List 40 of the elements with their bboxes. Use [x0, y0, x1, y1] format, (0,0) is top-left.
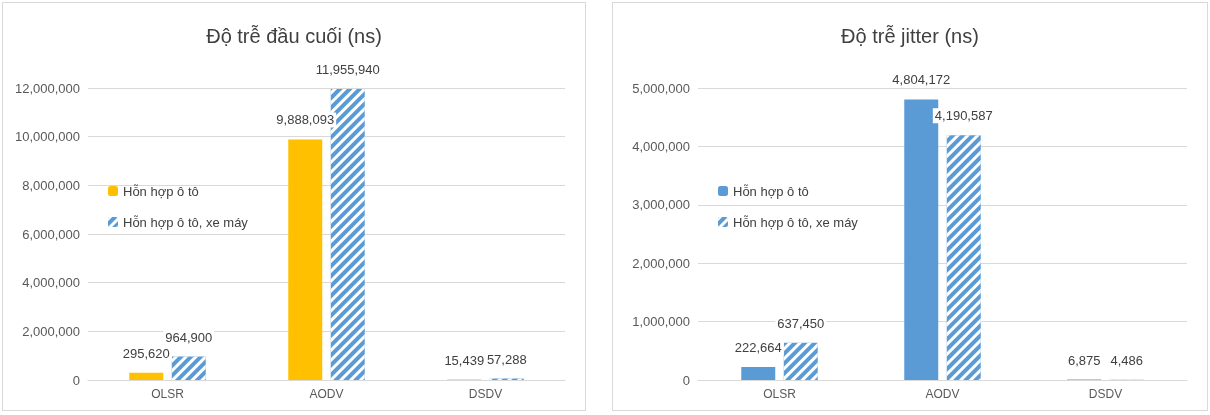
y-tick-label: 0	[682, 372, 690, 388]
legend-label: Hỗn hợp ô tô, xe máy	[733, 214, 859, 230]
bar	[129, 372, 164, 380]
x-tick-label: OLSR	[763, 387, 797, 401]
data-label: 4,486	[1110, 352, 1144, 368]
chart-title: Độ trễ jitter (ns)	[841, 25, 979, 47]
data-label: 637,450	[777, 315, 825, 331]
legend-label: Hỗn hợp ô tô	[123, 183, 199, 199]
data-label: 57,288	[486, 351, 527, 367]
y-tick-label: 3,000,000	[632, 197, 690, 213]
y-tick-label: 6,000,000	[22, 226, 80, 242]
y-tick-label: 10,000,000	[14, 129, 80, 145]
y-tick-label: 8,000,000	[22, 177, 80, 193]
y-tick-label: 0	[72, 372, 80, 388]
data-label: 4,804,172	[892, 72, 951, 88]
x-tick-label: DSDV	[468, 387, 503, 401]
data-label: 6,875	[1067, 352, 1101, 368]
x-tick-label: OLSR	[151, 387, 185, 401]
x-tick-label: DSDV	[1088, 387, 1123, 401]
y-tick-label: 1,000,000	[632, 314, 690, 330]
x-tick-label: AODV	[925, 387, 960, 401]
data-label: 9,888,093	[276, 112, 335, 128]
y-tick-label: 4,000,000	[632, 138, 690, 154]
bar	[288, 139, 323, 380]
data-label: 15,439	[444, 352, 485, 368]
y-tick-label: 2,000,000	[632, 255, 690, 271]
bar	[741, 367, 776, 380]
data-label: 964,900	[165, 329, 213, 345]
y-tick-label: 4,000,000	[22, 275, 80, 291]
data-label: 4,190,587	[934, 108, 993, 124]
legend-label: Hỗn hợp ô tô	[733, 183, 809, 199]
data-label: 222,664	[734, 340, 782, 355]
data-label: 11,955,940	[315, 62, 380, 78]
y-tick-label: 2,000,000	[22, 323, 80, 339]
data-label: 295,620	[122, 345, 170, 361]
chart-title: Độ trễ đầu cuối (ns)	[206, 25, 382, 47]
y-tick-label: 5,000,000	[632, 80, 690, 96]
y-tick-label: 12,000,000	[14, 80, 80, 96]
x-tick-label: AODV	[309, 387, 344, 401]
legend-label: Hỗn hợp ô tô, xe máy	[123, 214, 249, 230]
